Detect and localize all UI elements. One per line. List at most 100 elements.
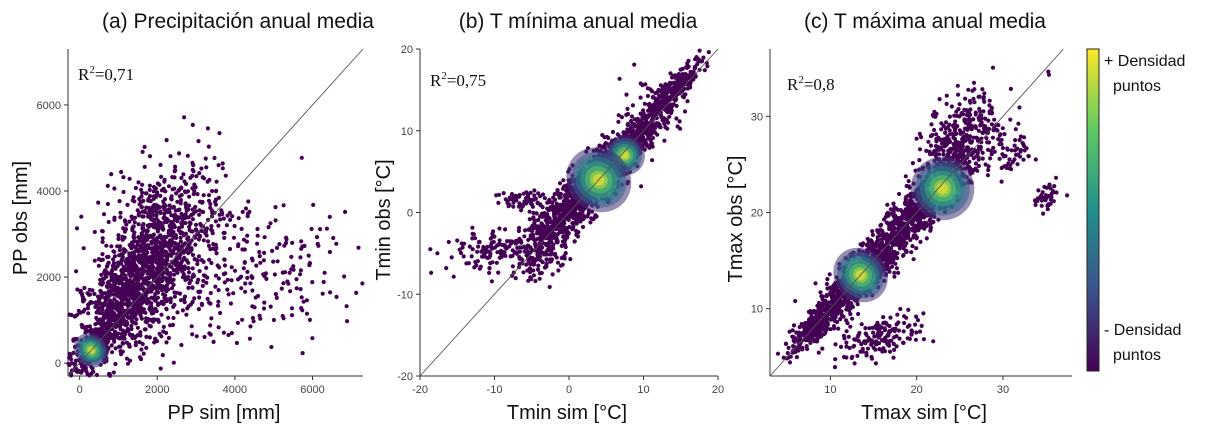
- data-point: [75, 287, 80, 292]
- data-point: [667, 80, 673, 85]
- data-point: [115, 244, 120, 249]
- data-point: [125, 361, 131, 366]
- data-point: [657, 124, 662, 129]
- data-point: [172, 214, 177, 219]
- data-point: [164, 289, 169, 294]
- data-point: [208, 301, 213, 306]
- data-point: [171, 235, 176, 240]
- data-point: [159, 334, 164, 339]
- data-point: [130, 290, 135, 295]
- data-point: [177, 291, 183, 296]
- data-point: [213, 284, 218, 289]
- data-point: [124, 260, 129, 265]
- data-point: [144, 191, 149, 196]
- data-point: [151, 296, 156, 301]
- data-point: [665, 120, 671, 125]
- data-point: [562, 238, 568, 243]
- data-point: [129, 323, 134, 328]
- data-point: [664, 108, 669, 113]
- data-point: [538, 258, 543, 263]
- data-point: [990, 135, 996, 140]
- data-point: [508, 197, 513, 202]
- data-point: [112, 312, 117, 317]
- data-point: [179, 259, 184, 264]
- data-point: [243, 206, 249, 211]
- data-point: [460, 245, 465, 250]
- data-point: [555, 209, 561, 214]
- data-point: [175, 208, 181, 213]
- data-point: [156, 319, 161, 324]
- data-point: [138, 357, 144, 362]
- data-point: [149, 217, 154, 222]
- data-point: [190, 207, 195, 212]
- data-point: [658, 100, 663, 105]
- data-point: [187, 224, 192, 229]
- data-point: [428, 247, 433, 252]
- data-point: [510, 264, 515, 269]
- data-point: [147, 183, 152, 188]
- data-point: [181, 272, 186, 277]
- data-point: [262, 250, 267, 255]
- data-point: [118, 210, 123, 215]
- data-point: [129, 326, 134, 332]
- data-point: [161, 199, 166, 204]
- data-point: [200, 283, 205, 288]
- data-point: [298, 268, 303, 273]
- panel-c-x-label: Tmax sim [°C]: [861, 402, 987, 424]
- data-point: [151, 189, 156, 194]
- data-point: [87, 324, 92, 329]
- data-point: [130, 293, 135, 298]
- data-point: [268, 221, 273, 226]
- data-point: [222, 235, 227, 240]
- data-point: [526, 244, 531, 249]
- data-point: [236, 216, 241, 221]
- data-point: [151, 310, 156, 316]
- data-point: [299, 246, 304, 251]
- data-point: [532, 237, 538, 242]
- data-point: [514, 198, 519, 203]
- data-point: [449, 255, 454, 260]
- data-point: [120, 281, 125, 286]
- data-point: [178, 198, 184, 203]
- data-point: [139, 316, 144, 321]
- data-point: [154, 203, 159, 208]
- data-point: [179, 342, 184, 348]
- y-tick-label: 6000: [37, 100, 61, 112]
- data-point: [261, 258, 266, 263]
- data-point: [475, 249, 480, 254]
- data-point: [125, 326, 130, 331]
- data-point: [219, 210, 225, 215]
- data-point: [99, 258, 104, 263]
- data-point: [508, 239, 513, 244]
- data-point: [132, 267, 137, 272]
- data-point: [557, 181, 563, 186]
- data-point: [662, 138, 667, 143]
- data-point: [100, 239, 105, 244]
- data-point: [194, 174, 199, 179]
- data-point: [495, 250, 500, 255]
- data-point: [168, 300, 173, 305]
- data-point: [199, 228, 204, 234]
- data-point: [137, 340, 142, 345]
- data-point: [677, 119, 682, 124]
- data-point: [199, 200, 205, 205]
- data-point: [130, 216, 135, 221]
- points: [66, 115, 365, 378]
- data-point: [108, 305, 113, 310]
- data-point: [138, 237, 143, 242]
- data-point: [288, 289, 293, 294]
- data-point: [668, 71, 673, 76]
- data-point: [89, 327, 94, 332]
- data-point: [111, 249, 116, 254]
- data-point: [160, 259, 165, 264]
- data-point: [130, 336, 135, 341]
- data-point: [184, 205, 189, 210]
- data-point: [314, 235, 320, 240]
- data-point: [186, 235, 191, 240]
- data-point: [176, 248, 181, 253]
- data-point: [201, 238, 206, 243]
- data-point: [117, 248, 122, 253]
- data-point: [538, 231, 543, 237]
- data-point: [93, 327, 98, 332]
- data-point: [522, 249, 527, 254]
